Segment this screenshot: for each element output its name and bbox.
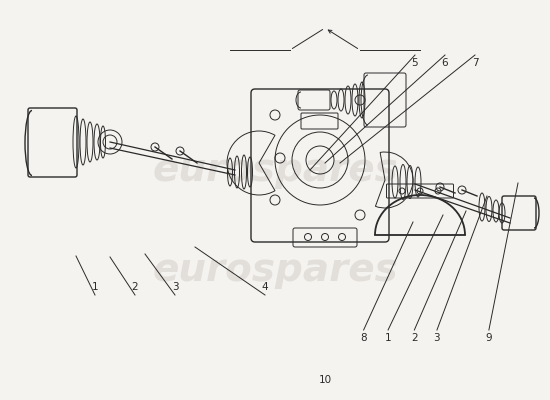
Text: 1: 1 bbox=[385, 333, 392, 343]
Text: 2: 2 bbox=[131, 282, 138, 292]
Text: 5: 5 bbox=[412, 58, 419, 68]
Text: eurospares: eurospares bbox=[152, 151, 398, 189]
Text: 3: 3 bbox=[433, 333, 440, 343]
Text: 2: 2 bbox=[411, 333, 417, 343]
Text: 7: 7 bbox=[472, 58, 478, 68]
Text: 8: 8 bbox=[360, 333, 367, 343]
Text: 1: 1 bbox=[92, 282, 98, 292]
Text: 3: 3 bbox=[172, 282, 178, 292]
Text: 10: 10 bbox=[318, 375, 332, 385]
Text: eurospares: eurospares bbox=[152, 251, 398, 289]
Text: 4: 4 bbox=[262, 282, 268, 292]
Text: 6: 6 bbox=[442, 58, 448, 68]
Text: 9: 9 bbox=[486, 333, 492, 343]
